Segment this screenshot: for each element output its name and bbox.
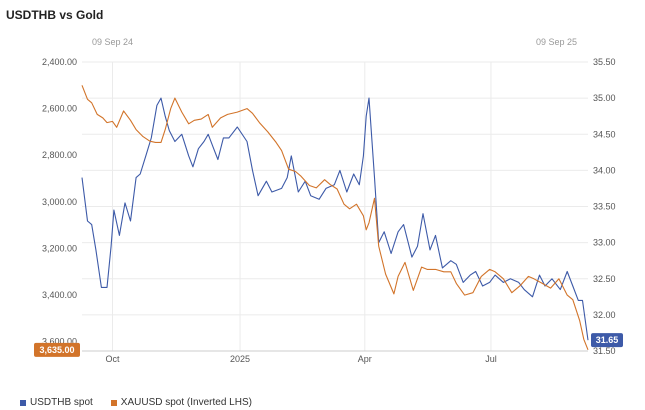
right-axis-tick-label: 35.50 <box>593 57 616 67</box>
right-last-value-text: 31.65 <box>596 335 619 345</box>
x-axis-tick-label: Oct <box>105 354 120 364</box>
range-start-label[interactable]: 09 Sep 24 <box>92 37 134 47</box>
legend-label-xauusd: XAUUSD spot (Inverted LHS) <box>120 397 252 408</box>
left-axis-tick-label: 2,400.00 <box>42 57 77 67</box>
left-axis-tick-label: 3,600.00 <box>42 337 77 347</box>
x-axis-tick-label: Apr <box>358 354 372 364</box>
right-axis-tick-label: 35.00 <box>593 93 616 103</box>
right-axis-tick-label: 33.00 <box>593 238 616 248</box>
series-line-xauusd <box>81 85 589 351</box>
legend-label-usdthb: USDTHB spot <box>30 397 93 408</box>
right-axis-tick-label: 34.00 <box>593 165 616 175</box>
chart-title: USDTHB vs Gold <box>6 8 104 22</box>
range-end-label[interactable]: 09 Sep 25 <box>536 37 578 47</box>
legend: USDTHB spot XAUUSD spot (Inverted LHS) <box>20 397 252 408</box>
left-axis-tick-label: 2,800.00 <box>42 150 77 160</box>
xauusd-swatch-icon <box>110 399 117 406</box>
right-last-value-badge <box>591 333 623 348</box>
usdthb-swatch-icon <box>20 399 26 406</box>
left-axis-tick-label: 2,600.00 <box>42 104 77 114</box>
right-axis-tick-label: 34.50 <box>593 129 616 139</box>
left-axis-tick-label: 3,200.00 <box>42 243 77 253</box>
right-axis-tick-label: 33.50 <box>593 202 616 212</box>
x-axis-tick-label: 2025 <box>230 354 250 364</box>
x-axis-tick-label: Jul <box>485 354 497 364</box>
left-last-value-badge <box>34 342 80 357</box>
right-axis-tick-label: 32.00 <box>593 310 616 320</box>
legend-item-usdthb[interactable]: USDTHB spot <box>20 397 93 408</box>
right-axis-tick-label: 31.50 <box>593 346 616 356</box>
left-last-value-text: 3,635.00 <box>39 345 74 355</box>
right-axis-tick-label: 32.50 <box>593 274 616 284</box>
left-axis-tick-label: 3,000.00 <box>42 197 77 207</box>
legend-item-xauusd[interactable]: XAUUSD spot (Inverted LHS) <box>110 397 252 408</box>
left-axis-tick-label: 3,400.00 <box>42 290 77 300</box>
series-line-usdthb <box>81 97 589 341</box>
